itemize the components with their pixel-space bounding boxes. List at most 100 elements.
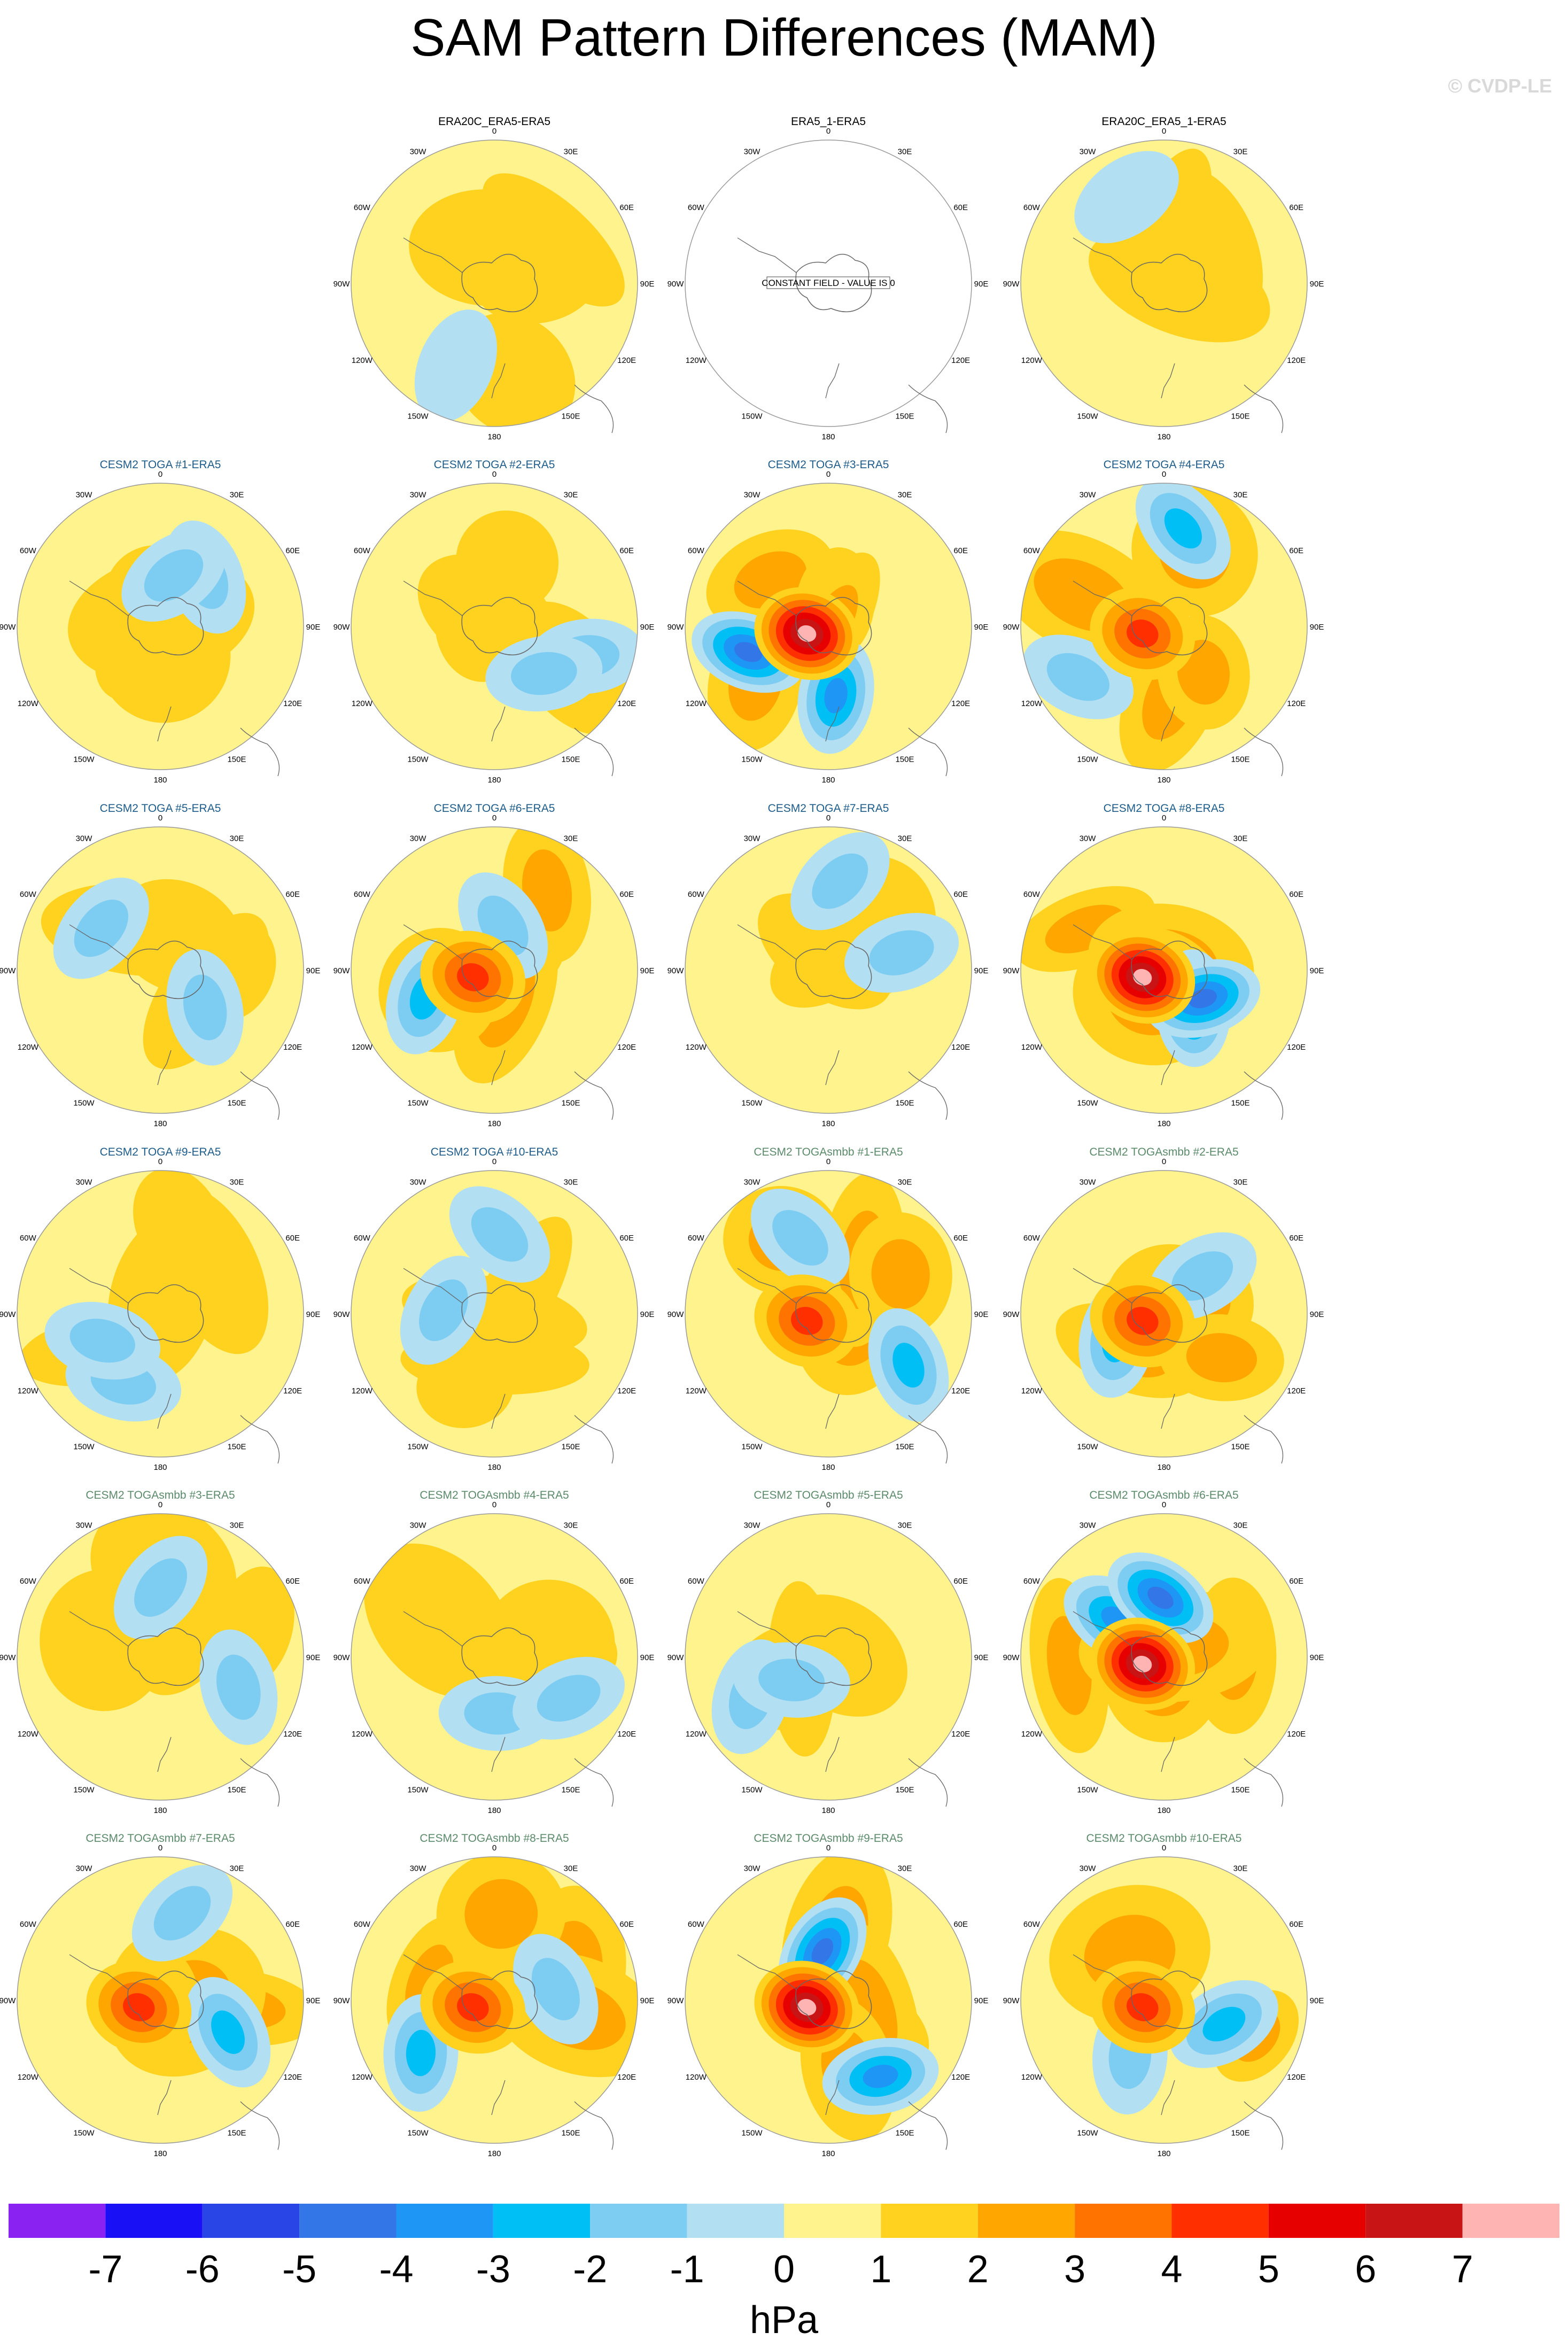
antarctica-coastline — [127, 1284, 204, 1343]
longitude-label: 180 — [1157, 1806, 1170, 1815]
polar-map-panel: 0 30E 60E 90E 120E 150E 180 150W 120W 90W 60W 30W — [0, 813, 320, 1128]
australia-coastline — [908, 727, 948, 777]
longitude-label: 90E — [306, 1996, 321, 2005]
longitude-label: 30W — [76, 1521, 93, 1530]
antarctica-coastline — [795, 1970, 872, 2029]
longitude-label: 120W — [18, 1386, 39, 1396]
longitude-label: 120E — [951, 1386, 970, 1396]
longitude-label: 90W — [0, 1996, 16, 2005]
longitude-label: 180 — [1157, 776, 1170, 785]
longitude-label: 60W — [688, 890, 705, 899]
colorbar-tick-label: 6 — [1355, 2248, 1377, 2291]
positive-anomaly-contour — [482, 173, 625, 307]
map-boundary — [17, 483, 304, 770]
colorbar-tick-label: -6 — [185, 2248, 220, 2291]
polar-map-panel: 0 30E 60E 90E 120E 150E 180 150W 120W 90W 60W 30W — [333, 1500, 655, 1815]
new-zealand-coastline — [157, 2080, 172, 2115]
colorbar-tick-label: -3 — [476, 2248, 510, 2291]
antarctica-coastline — [795, 1627, 872, 1686]
panel-title: CESM2 TOGAsmbb #1-ERA5 — [754, 1146, 903, 1158]
longitude-label: 120W — [18, 1043, 39, 1052]
longitude-label: 30E — [898, 147, 912, 156]
map-boundary — [17, 1170, 304, 1458]
longitude-label: 60E — [953, 1920, 968, 1929]
longitude-label: 0 — [826, 1843, 830, 1853]
south-america-coastline — [737, 1611, 797, 1647]
constant-field-note: CONSTANT FIELD - VALUE IS 0 — [762, 278, 895, 288]
negative-anomaly-contour — [758, 1659, 825, 1702]
positive-anomaly-core-contour — [791, 1307, 823, 1335]
panel-title: CESM2 TOGA #5-ERA5 — [99, 802, 221, 815]
longitude-label: 150E — [895, 1443, 914, 1452]
longitude-label: 0 — [826, 1157, 830, 1166]
colorbar-units: hPa — [749, 2299, 819, 2342]
polar-map-panel: 0 30E 60E 90E 120E 150E 180 150W 120W 90W 60W 30W — [667, 470, 989, 785]
negative-anomaly-contour — [772, 1210, 828, 1266]
longitude-label: 120W — [352, 356, 373, 365]
australia-coastline — [908, 1758, 948, 1807]
longitude-label: 150E — [227, 2129, 246, 2138]
longitude-label: 90E — [1310, 1310, 1324, 1319]
longitude-label: 90W — [333, 966, 351, 975]
longitude-label: 30E — [898, 834, 912, 843]
australia-coastline — [1244, 1415, 1284, 1464]
negative-anomaly-contour — [869, 930, 934, 975]
longitude-label: 150E — [1231, 412, 1249, 421]
new-zealand-coastline — [1161, 1393, 1175, 1429]
longitude-label: 90E — [1310, 1653, 1324, 1662]
longitude-label: 150E — [1231, 1786, 1249, 1795]
longitude-label: 150E — [227, 1443, 246, 1452]
negative-anomaly-contour — [69, 1319, 135, 1363]
longitude-label: 120E — [1287, 1730, 1306, 1739]
antarctica-coastline — [795, 596, 872, 656]
longitude-label: 90E — [306, 1653, 321, 1662]
longitude-label: 180 — [821, 1806, 835, 1815]
colorbar-tick-label: 2 — [967, 2248, 989, 2291]
longitude-label: 180 — [153, 776, 167, 785]
longitude-label: 0 — [158, 1500, 162, 1509]
longitude-label: 120E — [283, 1386, 302, 1396]
longitude-label: 0 — [1162, 1500, 1166, 1509]
negative-anomaly-contour — [892, 1343, 925, 1388]
antarctica-coastline — [461, 253, 538, 313]
positive-anomaly-contour — [464, 1879, 538, 1949]
longitude-label: 30W — [76, 834, 93, 843]
longitude-label: 60E — [953, 1234, 968, 1243]
longitude-label: 30E — [564, 147, 578, 156]
longitude-label: 30E — [230, 834, 244, 843]
longitude-label: 120W — [18, 1730, 39, 1739]
longitude-label: 90W — [667, 623, 685, 632]
longitude-label: 150E — [895, 412, 914, 421]
longitude-label: 0 — [492, 1843, 496, 1853]
longitude-label: 90W — [333, 280, 351, 289]
positive-anomaly-contour — [1186, 1333, 1257, 1383]
longitude-label: 30W — [1080, 1521, 1097, 1530]
longitude-label: 0 — [492, 470, 496, 479]
longitude-label: 90W — [0, 1653, 16, 1662]
longitude-label: 30E — [564, 834, 578, 843]
longitude-label: 90E — [974, 1996, 989, 2005]
longitude-label: 60W — [1023, 1234, 1041, 1243]
longitude-label: 30W — [744, 147, 761, 156]
panel-title: CESM2 TOGA #2-ERA5 — [433, 459, 555, 471]
australia-coastline — [574, 1415, 614, 1464]
longitude-label: 60E — [1289, 1920, 1303, 1929]
polar-map-panel: 0 30E 60E 90E 120E 150E 180 150W 120W 90W 60W 30W — [0, 1843, 321, 2158]
longitude-label: 30E — [1233, 147, 1248, 156]
longitude-label: 0 — [158, 813, 162, 823]
longitude-label: 60E — [1289, 890, 1303, 899]
panel-title: CESM2 TOGAsmbb #3-ERA5 — [86, 1489, 235, 1501]
positive-anomaly-core-contour — [1127, 1307, 1159, 1335]
negative-anomaly-contour — [153, 1886, 211, 1941]
longitude-label: 0 — [492, 1500, 496, 1509]
longitude-label: 120W — [686, 1043, 707, 1052]
longitude-label: 0 — [826, 1500, 830, 1509]
negative-anomaly-contour — [471, 1207, 529, 1262]
south-america-coastline — [403, 1268, 463, 1304]
new-zealand-coastline — [491, 2080, 506, 2115]
antarctica-coastline — [461, 940, 538, 999]
longitude-label: 120W — [1021, 2073, 1043, 2082]
longitude-label: 30W — [1080, 834, 1097, 843]
longitude-label: 120E — [1287, 699, 1306, 708]
